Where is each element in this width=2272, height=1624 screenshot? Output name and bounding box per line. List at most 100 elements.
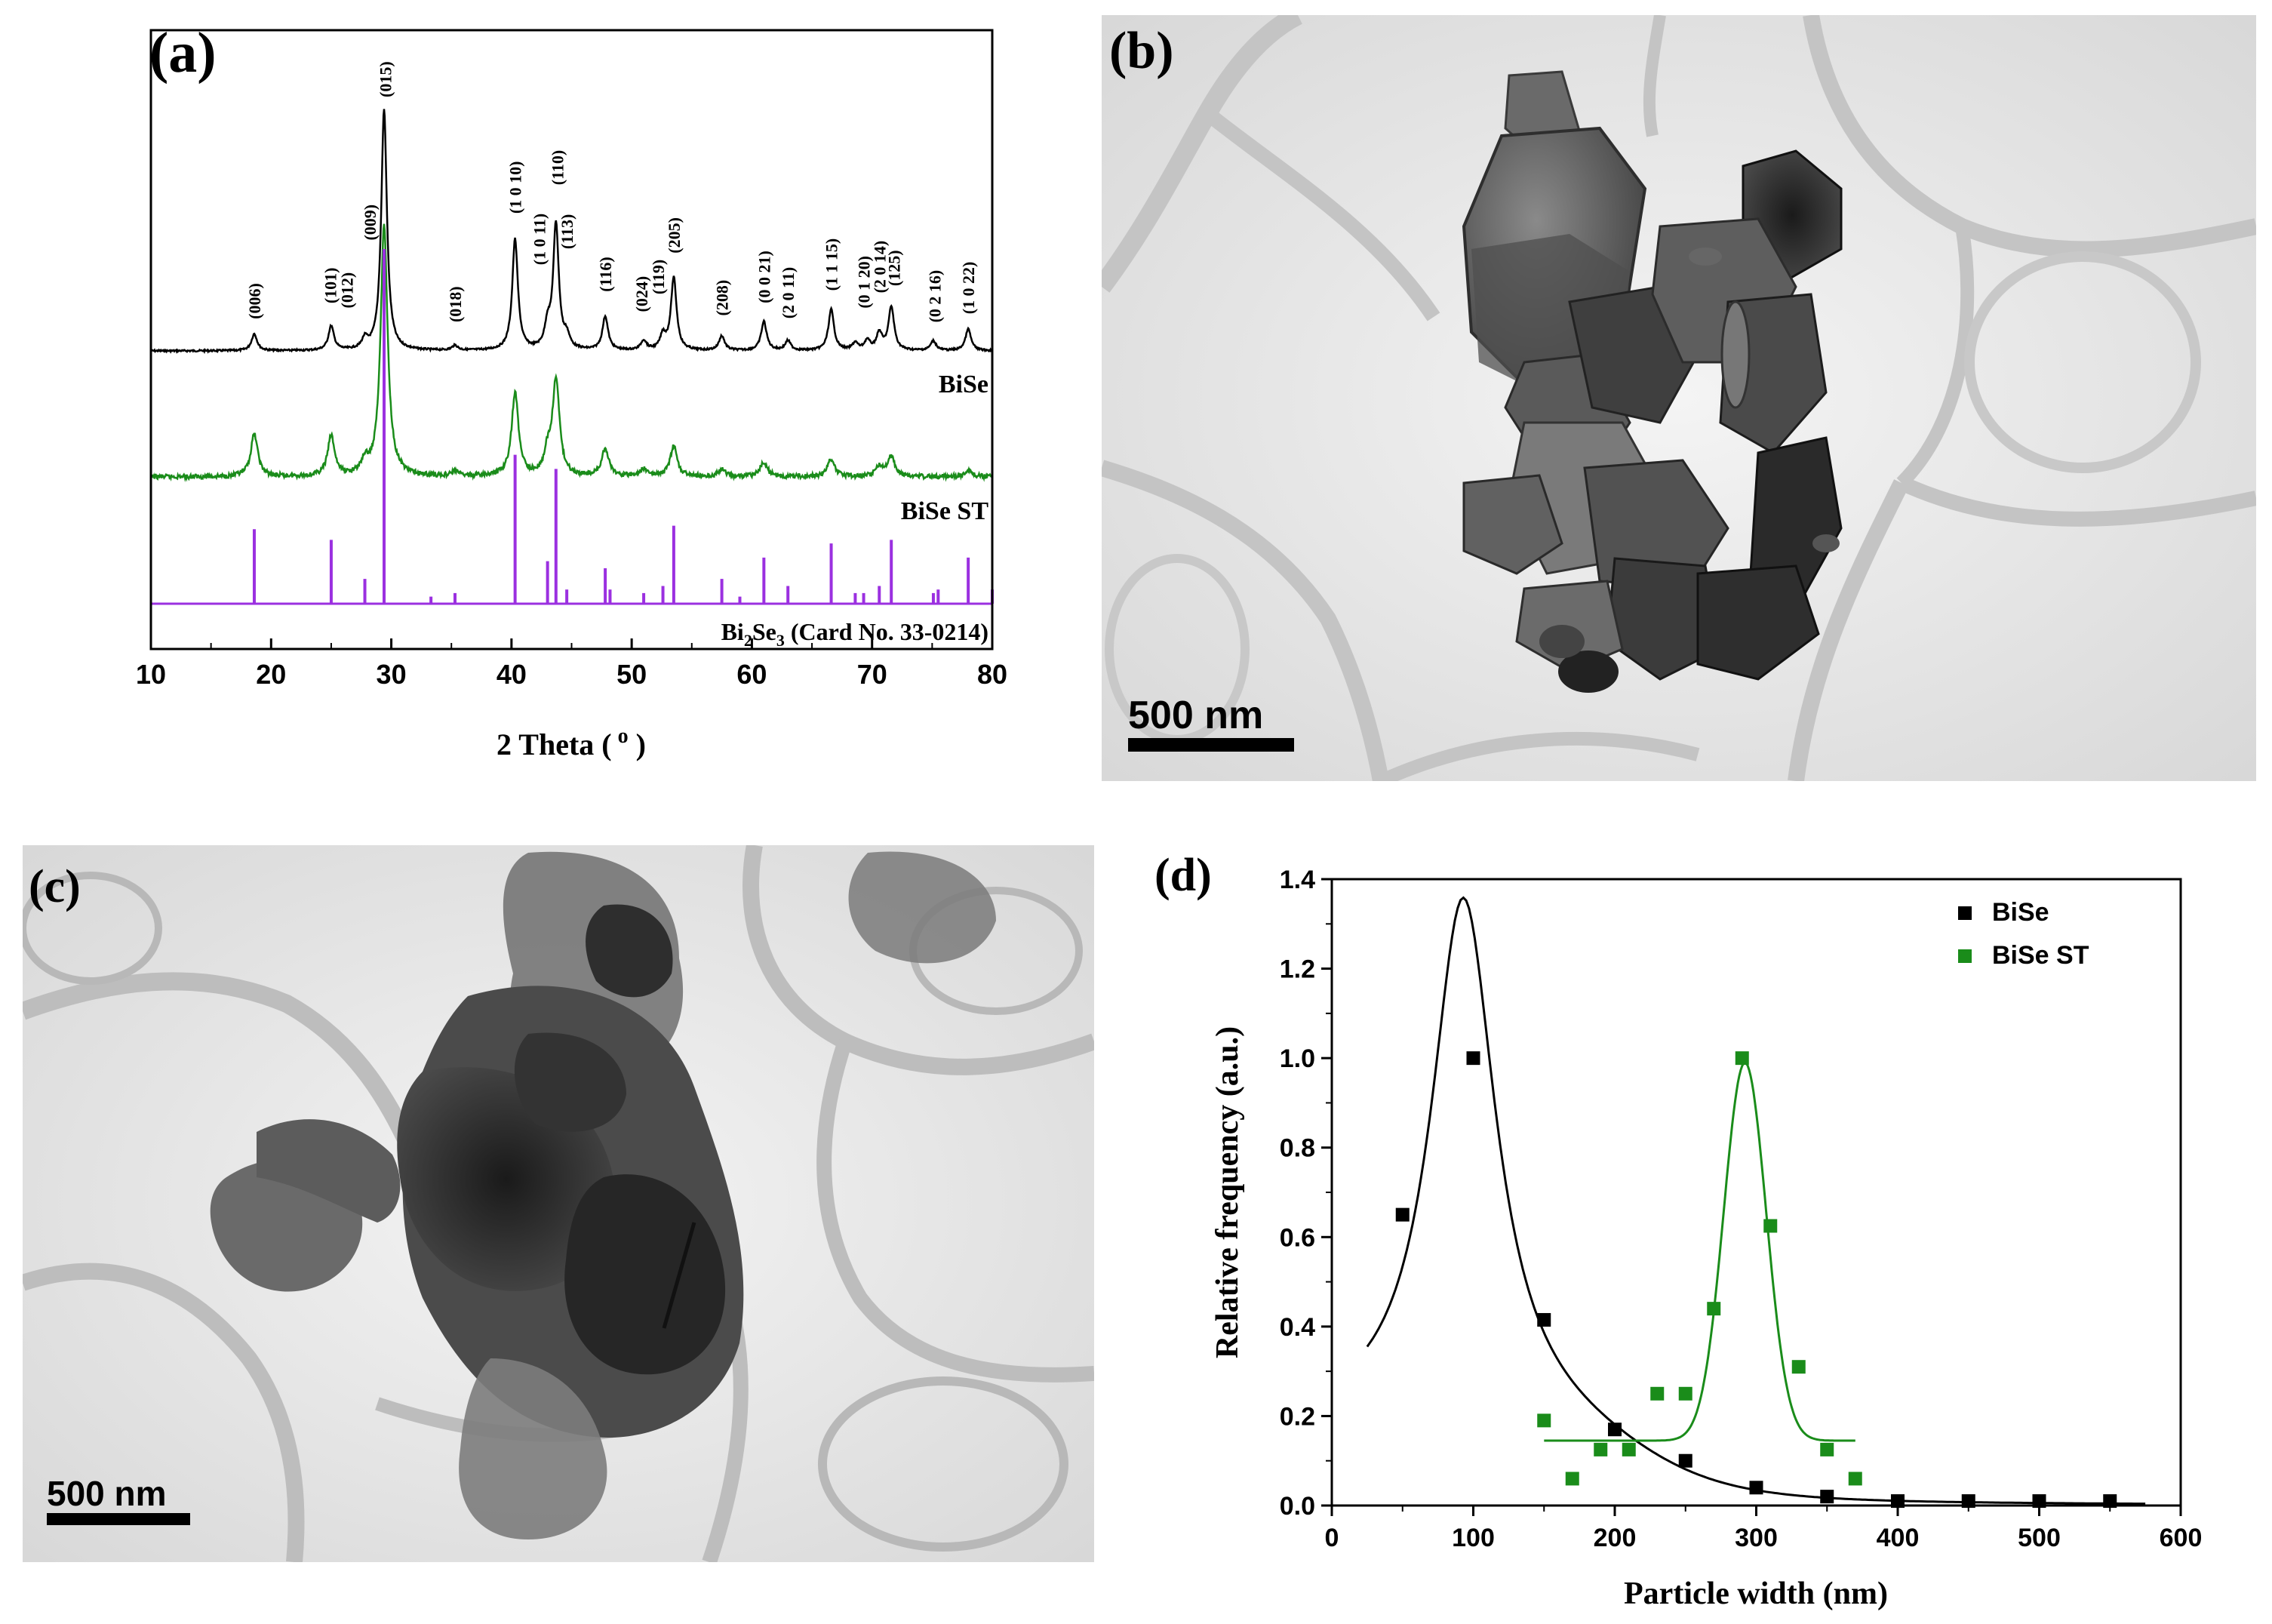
xrd-x-tick-label: 50 <box>616 659 647 690</box>
data-point-bise-st <box>1594 1442 1608 1456</box>
xrd-x-tick-label: 80 <box>977 659 1007 690</box>
xrd-x-tick-label: 10 <box>136 659 166 690</box>
size-distribution-panel: 0 100 200 300 400 500 600 0.0 0.2 0.4 0.6 0.8 1.0 1.2… <box>1154 850 2202 1611</box>
legend-marker-bise <box>1958 906 1972 920</box>
xrd-plot-area <box>149 109 994 605</box>
size-y-axis-title: Relative frequency (a.u.) <box>1210 1026 1245 1358</box>
tem-particle-cluster-c <box>210 851 996 1539</box>
size-y-tick-label: 0.8 <box>1280 1134 1315 1163</box>
xrd-peak-label: (012) <box>338 272 357 309</box>
xrd-peak-label: (119) <box>649 260 668 294</box>
size-y-tick-label: 0.6 <box>1280 1223 1315 1252</box>
legend-label-bise: BiSe <box>1992 898 2049 927</box>
xrd-series-line <box>150 109 994 355</box>
legend-marker-bise-st <box>1958 949 1972 963</box>
data-point-bise-st <box>1848 1472 1862 1486</box>
xrd-x-axis: 10 20 30 40 50 60 70 80 <box>136 638 1007 690</box>
size-x-tick-label: 0 <box>1325 1524 1339 1552</box>
legend-label-bise-st: BiSe ST <box>1992 941 2089 970</box>
data-point-bise <box>1749 1481 1763 1495</box>
xrd-x-tick-label: 70 <box>857 659 887 690</box>
xrd-peak-label: (018) <box>446 286 465 322</box>
xrd-peak-labels: (006) (101)(012) (009) (015) (018) (1 0 10) (1… <box>245 61 978 322</box>
fit-curve-bise <box>1366 896 2146 1506</box>
xrd-peak-label: (208) <box>713 280 732 316</box>
scale-bar-b <box>1128 738 1294 752</box>
panel-label-b: (b) <box>1109 22 1174 80</box>
xrd-peak-label: (113) <box>558 214 576 249</box>
xrd-panel: 10 20 30 40 50 60 70 80 (006) (101)(012) (009) (01… <box>136 21 1007 761</box>
size-y-tick-label: 1.2 <box>1280 955 1315 984</box>
xrd-x-tick-label: 30 <box>377 659 407 690</box>
data-point-bise-st <box>1791 1360 1806 1374</box>
xrd-peak-label: (110) <box>548 150 567 185</box>
xrd-peak-label: (1 0 22) <box>959 262 978 315</box>
data-point-bise <box>1537 1312 1551 1327</box>
xrd-peak-label: (125) <box>884 250 903 286</box>
xrd-peak-label: (2 0 14) <box>870 241 889 294</box>
data-point-bise-st <box>1537 1413 1551 1428</box>
size-x-tick-label: 100 <box>1452 1524 1495 1552</box>
xrd-series-line <box>149 223 994 483</box>
size-x-tick-label: 500 <box>2018 1524 2061 1552</box>
data-point-bise <box>1608 1423 1622 1437</box>
series-label-bise: BiSe <box>939 371 988 398</box>
series-label-bise-st: BiSe ST <box>901 497 989 525</box>
xrd-x-tick-label: 60 <box>736 659 767 690</box>
tem-image-b: 500 nm (b) <box>1102 15 2256 781</box>
size-y-tick-label: 1.0 <box>1280 1044 1315 1073</box>
xrd-peak-label: (0 1 20) <box>855 256 874 309</box>
data-point-bise <box>1678 1453 1692 1468</box>
size-distribution-plot <box>1366 896 2146 1509</box>
tem-carbon-grid-b <box>1102 15 2256 781</box>
panel-label-c: (c) <box>29 861 81 912</box>
size-y-tick-label: 0.0 <box>1280 1492 1315 1521</box>
xrd-x-axis-title: 2 Theta (o) <box>497 724 646 761</box>
data-point-bise-st <box>1565 1472 1579 1486</box>
xrd-peak-label: (205) <box>665 217 684 254</box>
size-x-tick-label: 300 <box>1735 1524 1778 1552</box>
panel-label-d: (d) <box>1154 850 1212 901</box>
size-y-tick-label: 0.4 <box>1280 1313 1315 1342</box>
series-label-reference: Bi2Se3 (Card No. 33-0214) <box>721 618 988 650</box>
xrd-peak-label: (116) <box>596 257 615 291</box>
xrd-peak-label: (006) <box>245 283 264 319</box>
size-x-tick-label: 200 <box>1594 1524 1637 1552</box>
data-point-bise-st <box>1678 1386 1692 1401</box>
data-point-bise-st <box>1622 1442 1636 1456</box>
tem-particle-cluster-b <box>1462 70 1843 693</box>
scale-bar-label-b: 500 nm <box>1128 694 1263 737</box>
size-axes: 0 100 200 300 400 500 600 0.0 0.2 0.4 0.6 0.8 1.0 1.2… <box>1280 866 2203 1552</box>
xrd-peak-label: (0 2 16) <box>926 270 945 323</box>
data-point-bise-st <box>1735 1051 1749 1066</box>
xrd-peak-label: (009) <box>361 205 380 241</box>
size-x-axis-title: Particle width (nm) <box>1624 1576 1888 1611</box>
size-y-tick-label: 0.2 <box>1280 1402 1315 1431</box>
xrd-peak-label: (2 0 11) <box>779 267 798 318</box>
size-plot-frame <box>1330 878 2182 1507</box>
panel-label-a: (a) <box>149 21 217 85</box>
xrd-peak-label: (1 0 10) <box>506 161 525 214</box>
xrd-peak-label: (1 0 11) <box>530 214 549 265</box>
size-x-tick-label: 600 <box>2160 1524 2203 1552</box>
size-x-tick-label: 400 <box>1877 1524 1920 1552</box>
data-point-bise <box>1466 1051 1480 1066</box>
xrd-peak-label: (015) <box>377 61 395 97</box>
xrd-peak-label: (024) <box>632 276 651 312</box>
data-point-bise-st <box>1820 1442 1834 1456</box>
scale-bar-label-c: 500 nm <box>47 1474 167 1513</box>
tem-image-c: 500 nm (c) <box>23 845 1094 1562</box>
data-point-bise <box>1395 1207 1410 1222</box>
xrd-peak-label: (101) <box>321 267 340 303</box>
xrd-x-tick-label: 20 <box>256 659 286 690</box>
size-legend: BiSe BiSe ST <box>1958 898 2089 970</box>
data-point-bise <box>1820 1490 1834 1504</box>
fit-curve-bise-st <box>1544 1061 1855 1442</box>
scale-bar-c <box>47 1513 190 1525</box>
xrd-x-tick-label: 40 <box>497 659 527 690</box>
xrd-peak-label: (0 0 21) <box>755 251 773 303</box>
data-point-bise-st <box>1650 1386 1665 1401</box>
xrd-peak-label: (1 1 15) <box>822 238 841 291</box>
data-point-bise-st <box>1763 1219 1778 1233</box>
